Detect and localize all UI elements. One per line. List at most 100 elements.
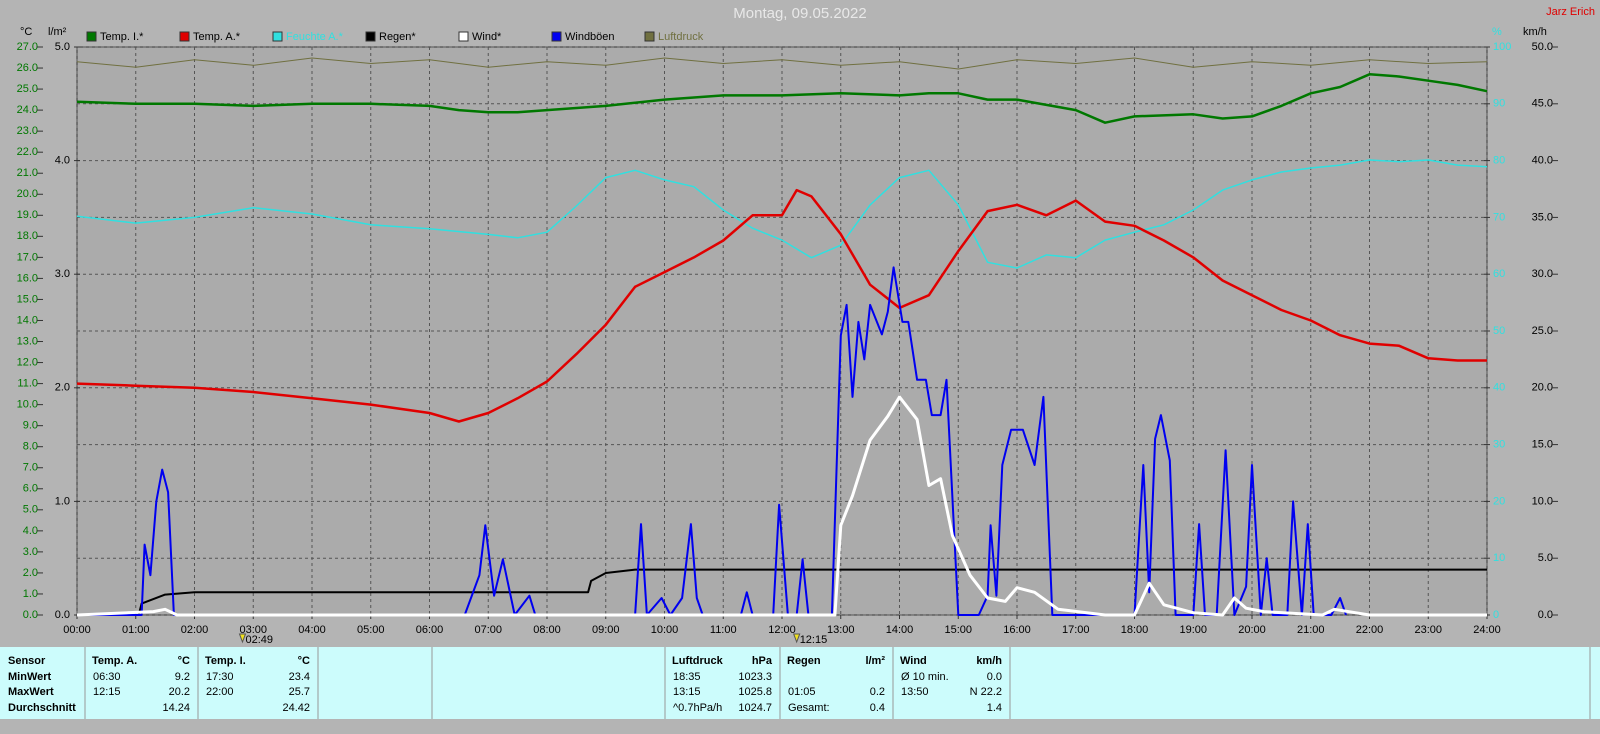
y4-tick-label: 20.0 xyxy=(1532,382,1553,394)
summary-block-title: Wind xyxy=(900,655,927,667)
summary-cell-label: 13:50 xyxy=(901,686,929,698)
y-tick-label: 8.0 xyxy=(23,441,38,453)
y3-tick-label: 60 xyxy=(1493,268,1505,280)
x-tick-label: 05:00 xyxy=(357,624,385,636)
y2-tick-label: 1.0 xyxy=(55,495,70,507)
y3-tick-label: 80 xyxy=(1493,155,1505,167)
summary-block-title: Regen xyxy=(787,655,821,667)
y-tick-label: 5.0 xyxy=(23,504,38,516)
x-tick-label: 15:00 xyxy=(944,624,972,636)
legend-label: Luftdruck xyxy=(658,31,704,43)
legend-label: Temp. A.* xyxy=(193,31,241,43)
marker-label: 12:15 xyxy=(800,634,828,646)
legend-label: Regen* xyxy=(379,31,416,43)
summary-cell-value: 24.42 xyxy=(282,702,310,714)
summary-block-unit: km/h xyxy=(976,655,1002,667)
summary-cell-value: 1024.7 xyxy=(738,702,772,714)
summary-block-title: Temp. I. xyxy=(205,655,246,667)
summary-cell-value: 14.24 xyxy=(162,702,190,714)
y-tick-label: 11.0 xyxy=(17,377,38,389)
y4-unit: km/h xyxy=(1523,26,1547,38)
summary-cell-label: ^0.7hPa/h xyxy=(673,702,722,714)
y-tick-label: 1.0 xyxy=(23,588,38,600)
legend-swatch xyxy=(86,31,97,42)
y-tick-label: 12.0 xyxy=(17,356,38,368)
x-tick-label: 10:00 xyxy=(651,624,679,636)
y4-tick-label: 30.0 xyxy=(1532,268,1553,280)
y3-tick-label: 40 xyxy=(1493,382,1505,394)
y-tick-label: 23.0 xyxy=(17,125,38,137)
summary-cell-value: N 22.2 xyxy=(970,686,1002,698)
y4-tick-label: 0.0 xyxy=(1538,609,1553,621)
legend-label: Wind* xyxy=(472,31,502,43)
x-tick-label: 08:00 xyxy=(533,624,561,636)
summary-panel xyxy=(0,647,1600,719)
y2-tick-label: 3.0 xyxy=(55,268,70,280)
y4-tick-label: 45.0 xyxy=(1532,98,1553,110)
y4-tick-label: 40.0 xyxy=(1532,155,1553,167)
series-line xyxy=(76,159,1488,269)
legend-swatch xyxy=(365,31,376,42)
y4-tick-label: 10.0 xyxy=(1532,495,1553,507)
y2-tick-label: 0.0 xyxy=(55,609,70,621)
x-tick-label: 19:00 xyxy=(1179,624,1207,636)
x-tick-label: 18:00 xyxy=(1121,624,1149,636)
legend-swatch xyxy=(179,31,190,42)
marker-icon xyxy=(238,633,247,644)
summary-cell-value: 25.7 xyxy=(289,686,310,698)
y4-tick-label: 15.0 xyxy=(1532,439,1553,451)
y-tick-label: 18.0 xyxy=(17,230,38,242)
series-line xyxy=(76,188,1487,423)
y3-unit: % xyxy=(1492,26,1502,38)
summary-cell-label: 13:15 xyxy=(673,686,701,698)
legend-label: Windböen xyxy=(565,31,615,43)
summary-cell-label: Ø 10 min. xyxy=(901,671,949,683)
summary-cell-value: 0.4 xyxy=(870,702,885,714)
x-tick-label: 13:00 xyxy=(827,624,855,636)
series-line xyxy=(76,395,1487,617)
x-tick-label: 12:00 xyxy=(768,624,796,636)
y2-unit: l/m² xyxy=(48,26,67,38)
y3-tick-label: 90 xyxy=(1493,98,1505,110)
y-tick-label: 2.0 xyxy=(23,567,38,579)
legend-swatch xyxy=(644,31,655,42)
y4-tick-label: 35.0 xyxy=(1532,211,1553,223)
x-tick-label: 06:00 xyxy=(416,624,444,636)
y-tick-label: 26.0 xyxy=(17,62,38,74)
x-tick-label: 17:00 xyxy=(1062,624,1090,636)
summary-cell-label: 12:15 xyxy=(93,686,121,698)
x-tick-label: 24:00 xyxy=(1473,624,1501,636)
summary-cell-label: 01:05 xyxy=(788,686,816,698)
summary-cell-value: 1025.8 xyxy=(738,686,772,698)
x-tick-label: 00:00 xyxy=(63,624,91,636)
summary-cell-value: 9.2 xyxy=(175,671,190,683)
series-line xyxy=(77,266,1347,616)
y-tick-label: 3.0 xyxy=(23,546,38,558)
y-tick-label: 27.0 xyxy=(17,41,38,53)
author: Jarz Erich xyxy=(1546,6,1595,18)
y-tick-label: 17.0 xyxy=(17,251,38,263)
chart-title: Montag, 09.05.2022 xyxy=(733,5,866,22)
summary-block-unit: hPa xyxy=(752,655,773,667)
y-tick-label: 10.0 xyxy=(17,399,38,411)
y4-tick-label: 5.0 xyxy=(1538,552,1553,564)
legend-label: Feuchte A.* xyxy=(286,31,344,43)
x-tick-label: 01:00 xyxy=(122,624,150,636)
x-tick-label: 02:00 xyxy=(181,624,209,636)
summary-block-unit: l/m² xyxy=(865,655,885,667)
summary-cell-value: 0.0 xyxy=(987,671,1002,683)
y-tick-label: 13.0 xyxy=(17,335,38,347)
summary-cell-label: 17:30 xyxy=(206,671,234,683)
summary-cell-value: 1.4 xyxy=(987,702,1002,714)
y-tick-label: 14.0 xyxy=(17,314,38,326)
y-tick-label: 25.0 xyxy=(17,83,38,95)
y-tick-label: 22.0 xyxy=(17,146,38,158)
summary-cell-value: 0.2 xyxy=(870,686,885,698)
summary-block-title: Temp. A. xyxy=(92,655,137,667)
marker-icon xyxy=(792,633,801,644)
summary-block-unit: °C xyxy=(178,655,190,667)
summary-cell-value: 20.2 xyxy=(169,686,190,698)
summary-cell-label: 06:30 xyxy=(93,671,121,683)
